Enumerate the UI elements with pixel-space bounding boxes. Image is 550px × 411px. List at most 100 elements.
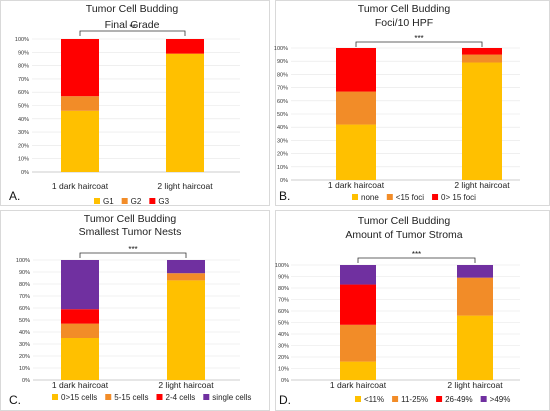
chart-d-ytick-label: 90% [278, 275, 289, 281]
chart-d-ytick-label: 50% [278, 321, 289, 327]
chart-b-bar-2-15foci [462, 54, 502, 63]
chart-b-ytick-label: 10% [277, 165, 288, 171]
chart-d-legend-swatch [480, 396, 487, 402]
chart-b-ytick-label: 100% [274, 46, 288, 52]
chart-a-bar-1-g3 [61, 39, 99, 97]
chart-c-category-label: 2 light haircoat [158, 380, 214, 390]
chart-c-ytick-label: 40% [19, 330, 30, 336]
chart-a-bar-2-g1 [166, 53, 204, 172]
chart-b-significance-label: *** [414, 34, 423, 43]
chart-c-legend-swatch [156, 394, 163, 400]
chart-a-bar-1-g2 [61, 96, 99, 111]
chart-c-ytick-label: 90% [19, 270, 30, 276]
chart-d-bar-1-11 [340, 361, 376, 380]
chart-b-legend-swatch [432, 194, 439, 200]
chart-c-legend-label: 0>15 cells [61, 393, 97, 402]
chart-c-bar-2-515cells [167, 273, 205, 281]
chart-d-bar-2-1125 [457, 277, 493, 316]
chart-d-ytick-label: 30% [278, 344, 289, 350]
chart-b-significance-bracket [355, 41, 483, 47]
chart-c-bar-1-24cells [61, 309, 99, 324]
chart-b-legend-label: none [361, 193, 379, 202]
chart-d-category-label: 2 light haircoat [447, 380, 503, 390]
chart-c-ytick-label: 10% [19, 366, 30, 372]
chart-d-category-label: 1 dark haircoat [330, 380, 387, 390]
chart-c-bar-1-515cells [61, 323, 99, 338]
chart-a-category-label: 1 dark haircoat [52, 181, 109, 191]
chart-a-bar-2-g3 [166, 39, 204, 54]
chart-d-significance-bracket [357, 257, 476, 263]
chart-c-category-label: 1 dark haircoat [52, 380, 109, 390]
chart-d-ytick-label: 100% [275, 263, 289, 269]
chart-c-ytick-label: 30% [19, 342, 30, 348]
chart-a-ytick-label: 10% [18, 157, 29, 163]
chart-d-ytick-label: 70% [278, 298, 289, 304]
chart-a-subtitle: Final Grade [105, 19, 160, 31]
chart-c-significance-bracket [79, 252, 187, 258]
chart-c-ytick-label: 20% [19, 354, 30, 360]
chart-a-ytick-label: 70% [18, 77, 29, 83]
chart-b-bar-1-15foci [336, 91, 376, 125]
chart-a-legend-swatch [149, 198, 156, 204]
chart-a-ytick-label: 80% [18, 64, 29, 70]
chart-d-legend-swatch [355, 396, 361, 402]
chart-b-legend-label: <15 foci [396, 193, 424, 202]
chart-d-bar-1-2649 [340, 284, 376, 325]
chart-d-ytick-label: 80% [278, 286, 289, 292]
chart-c-legend-swatch [105, 394, 112, 400]
chart-d-ytick-label: 20% [278, 355, 289, 361]
chart-a-ytick-label: 100% [15, 37, 29, 43]
chart-b-ytick-label: 40% [277, 125, 288, 131]
chart-c-ytick-label: 50% [19, 318, 30, 324]
chart-b-ytick-label: 0% [280, 178, 288, 184]
chart-b-legend-swatch [352, 194, 358, 200]
chart-c-bar-2-singlecells [167, 260, 205, 274]
chart-b-category-label: 2 light haircoat [454, 180, 510, 190]
chart-d-panel-label: D. [279, 393, 291, 407]
chart-a-significance-label: ** [129, 23, 135, 32]
chart-c-ytick-label: 0% [22, 378, 30, 384]
chart-c-legend-label: 5-15 cells [114, 393, 148, 402]
chart-b-title: Tumor Cell Budding [358, 3, 451, 15]
chart-c-ytick-label: 80% [19, 282, 30, 288]
chart-b-bar-2-015foci [462, 48, 502, 55]
chart-b-ytick-label: 90% [277, 59, 288, 65]
chart-b-ytick-label: 20% [277, 152, 288, 158]
chart-a-legend-label: G3 [158, 197, 169, 206]
chart-b-category-label: 1 dark haircoat [328, 180, 385, 190]
chart-d-legend-label: >49% [490, 395, 511, 404]
chart-b-panel-label: B. [279, 189, 290, 203]
chart-c-subtitle: Smallest Tumor Nests [79, 226, 182, 238]
chart-b-frame [275, 0, 550, 206]
chart-c-legend-swatch [52, 394, 58, 400]
chart-b-subtitle: Foci/10 HPF [375, 17, 433, 29]
chart-a-ytick-label: 30% [18, 130, 29, 136]
chart-a-ytick-label: 40% [18, 117, 29, 123]
chart-a-legend-swatch [94, 198, 100, 204]
chart-c-legend-swatch [203, 394, 210, 400]
chart-d-legend-label: 11-25% [401, 395, 428, 404]
chart-a-legend-swatch [121, 198, 128, 204]
chart-c-bar-2-015cells [167, 280, 205, 380]
chart-c-bar-1-015cells [61, 338, 99, 380]
chart-c-ytick-label: 100% [16, 258, 30, 264]
chart-a-title: Tumor Cell Budding [86, 3, 179, 15]
chart-c-bar-1-singlecells [61, 260, 99, 310]
chart-c-panel-label: C. [9, 393, 21, 407]
chart-d-title: Tumor Cell Budding [358, 215, 451, 227]
chart-a-ytick-label: 0% [21, 170, 29, 176]
chart-b-legend-swatch [386, 194, 393, 200]
chart-b-ytick-label: 70% [277, 86, 288, 92]
chart-d-ytick-label: 0% [281, 378, 289, 384]
chart-a-ytick-label: 20% [18, 143, 29, 149]
chart-a-significance-bracket [79, 30, 186, 36]
chart-a-panel-label: A. [9, 189, 20, 203]
chart-d-bar-1-49 [340, 265, 376, 285]
chart-a-ytick-label: 90% [18, 50, 29, 56]
chart-a-category-label: 2 light haircoat [157, 181, 213, 191]
chart-d-ytick-label: 60% [278, 309, 289, 315]
chart-c-title: Tumor Cell Budding [84, 213, 177, 225]
chart-d-significance-label: *** [412, 250, 421, 259]
